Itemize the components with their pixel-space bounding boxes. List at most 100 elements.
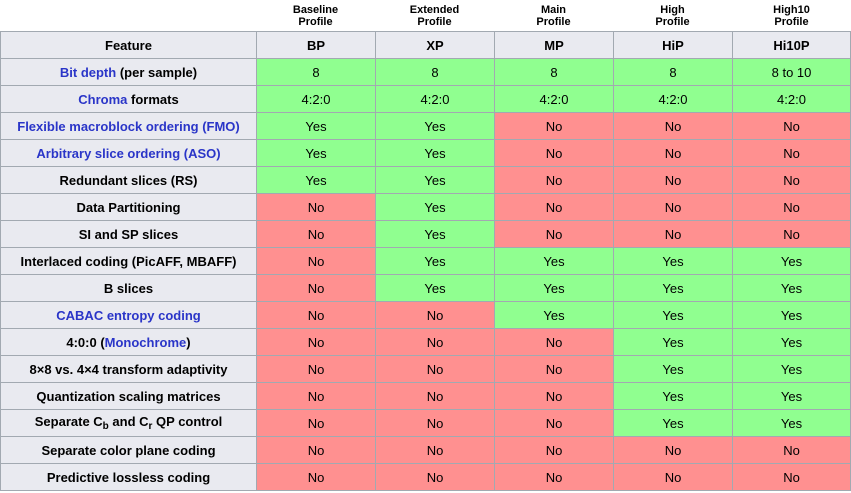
value-cell: 8 to 10 (732, 58, 851, 86)
value-cell: No (732, 193, 851, 221)
table-row: SI and SP slices No Yes No No No (0, 220, 851, 248)
table-row: CABAC entropy coding No No Yes Yes Yes (0, 301, 851, 329)
value-cell: Yes (375, 193, 495, 221)
feature-link[interactable]: Arbitrary slice ordering (ASO) (36, 145, 221, 161)
value-cell: Yes (256, 112, 376, 140)
feature-cell: Bit depth (per sample) (0, 58, 257, 86)
feature-text: Separate C (34, 414, 103, 429)
value-cell: No (613, 220, 733, 248)
value-cell: No (375, 463, 495, 491)
value-cell: 8 (375, 58, 495, 86)
value-cell: No (613, 166, 733, 194)
feature-text: Data Partitioning (76, 199, 181, 215)
table-row: Data Partitioning No Yes No No No (0, 193, 851, 221)
feature-text: Separate color plane coding (41, 442, 216, 458)
table-row: Flexible macroblock ordering (FMO) Yes Yes… (0, 112, 851, 140)
feature-link[interactable]: Chroma (78, 91, 128, 107)
feature-link[interactable]: Monochrome (104, 334, 187, 350)
feature-text: ) (186, 334, 191, 350)
feature-text: formats (127, 91, 179, 107)
value-cell: No (732, 112, 851, 140)
feature-cell: Data Partitioning (0, 193, 257, 221)
feature-text: Interlaced coding (PicAFF, MBAFF) (20, 253, 237, 269)
feature-text: Redundant slices (RS) (59, 172, 198, 188)
value-cell: No (494, 193, 614, 221)
value-cell: No (375, 409, 495, 437)
table-row: Separate Cb and Cr QP control No No No Yes Ye… (0, 409, 851, 437)
value-cell: No (256, 355, 376, 383)
value-cell: Yes (375, 139, 495, 167)
value-cell: Yes (613, 409, 733, 437)
table-row: 4:0:0 (Monochrome) No No No Yes Yes (0, 328, 851, 356)
feature-text: QP control (152, 414, 223, 429)
feature-text: SI and SP slices (78, 226, 179, 242)
value-cell: 4:2:0 (732, 85, 851, 113)
feature-cell: B slices (0, 274, 257, 302)
feature-text: 8×8 vs. 4×4 transform adaptivity (29, 361, 228, 377)
table-row: B slices No Yes Yes Yes Yes (0, 274, 851, 302)
value-cell: No (732, 220, 851, 248)
feature-cell: Predictive lossless coding (0, 463, 257, 491)
value-cell: 8 (613, 58, 733, 86)
feature-link[interactable]: Flexible macroblock ordering (FMO) (17, 118, 240, 134)
profile-label-high: High Profile (613, 4, 732, 30)
value-cell: Yes (732, 328, 851, 356)
table-header-row: Feature BP XP MP HiP Hi10P (0, 31, 851, 59)
value-cell: 4:2:0 (375, 85, 495, 113)
value-cell: 4:2:0 (256, 85, 376, 113)
value-cell: Yes (732, 355, 851, 383)
value-cell: No (494, 166, 614, 194)
value-cell: Yes (256, 166, 376, 194)
value-cell: Yes (494, 274, 614, 302)
column-header-hip: HiP (613, 31, 733, 59)
profile-labels-row: Baseline Profile Extended Profile Main P… (0, 0, 851, 30)
value-cell: 8 (256, 58, 376, 86)
value-cell: Yes (375, 220, 495, 248)
profile-label-main: Main Profile (494, 4, 613, 30)
value-cell: Yes (613, 301, 733, 329)
table-row: Redundant slices (RS) Yes Yes No No No (0, 166, 851, 194)
feature-link[interactable]: CABAC entropy coding (56, 307, 201, 323)
profile-label-extended: Extended Profile (375, 4, 494, 30)
table-row: Predictive lossless coding No No No No No (0, 463, 851, 491)
value-cell: No (256, 220, 376, 248)
value-cell: No (256, 301, 376, 329)
top-spacer (0, 4, 256, 30)
feature-text: Quantization scaling matrices (36, 388, 221, 404)
value-cell: Yes (375, 247, 495, 275)
value-cell: Yes (494, 301, 614, 329)
value-cell: 8 (494, 58, 614, 86)
value-cell: No (256, 328, 376, 356)
value-cell: No (732, 166, 851, 194)
value-cell: No (256, 382, 376, 410)
feature-text: (per sample) (116, 64, 198, 80)
value-cell: No (256, 436, 376, 464)
feature-cell: Flexible macroblock ordering (FMO) (0, 112, 257, 140)
feature-cell: 8×8 vs. 4×4 transform adaptivity (0, 355, 257, 383)
value-cell: No (494, 382, 614, 410)
value-cell: No (732, 139, 851, 167)
value-cell: No (613, 193, 733, 221)
value-cell: Yes (613, 355, 733, 383)
table-row: Interlaced coding (PicAFF, MBAFF) No Yes Ye… (0, 247, 851, 275)
value-cell: Yes (732, 301, 851, 329)
profile-label-high10: High10 Profile (732, 4, 851, 30)
table-row: 8×8 vs. 4×4 transform adaptivity No No No Ye… (0, 355, 851, 383)
value-cell: No (494, 355, 614, 383)
value-cell: Yes (375, 112, 495, 140)
value-cell: No (494, 139, 614, 167)
feature-comparison-table: Feature BP XP MP HiP Hi10P Bit depth (pe… (0, 31, 851, 491)
feature-text: r (148, 421, 153, 432)
value-cell: Yes (732, 409, 851, 437)
feature-cell: Chroma formats (0, 85, 257, 113)
table-row: Separate color plane coding No No No No No (0, 436, 851, 464)
value-cell: No (256, 193, 376, 221)
value-cell: No (613, 112, 733, 140)
feature-link[interactable]: Bit depth (59, 64, 117, 80)
feature-text: 4:0:0 ( (66, 334, 105, 350)
value-cell: Yes (732, 382, 851, 410)
value-cell: Yes (256, 139, 376, 167)
value-cell: Yes (613, 328, 733, 356)
feature-cell: Redundant slices (RS) (0, 166, 257, 194)
